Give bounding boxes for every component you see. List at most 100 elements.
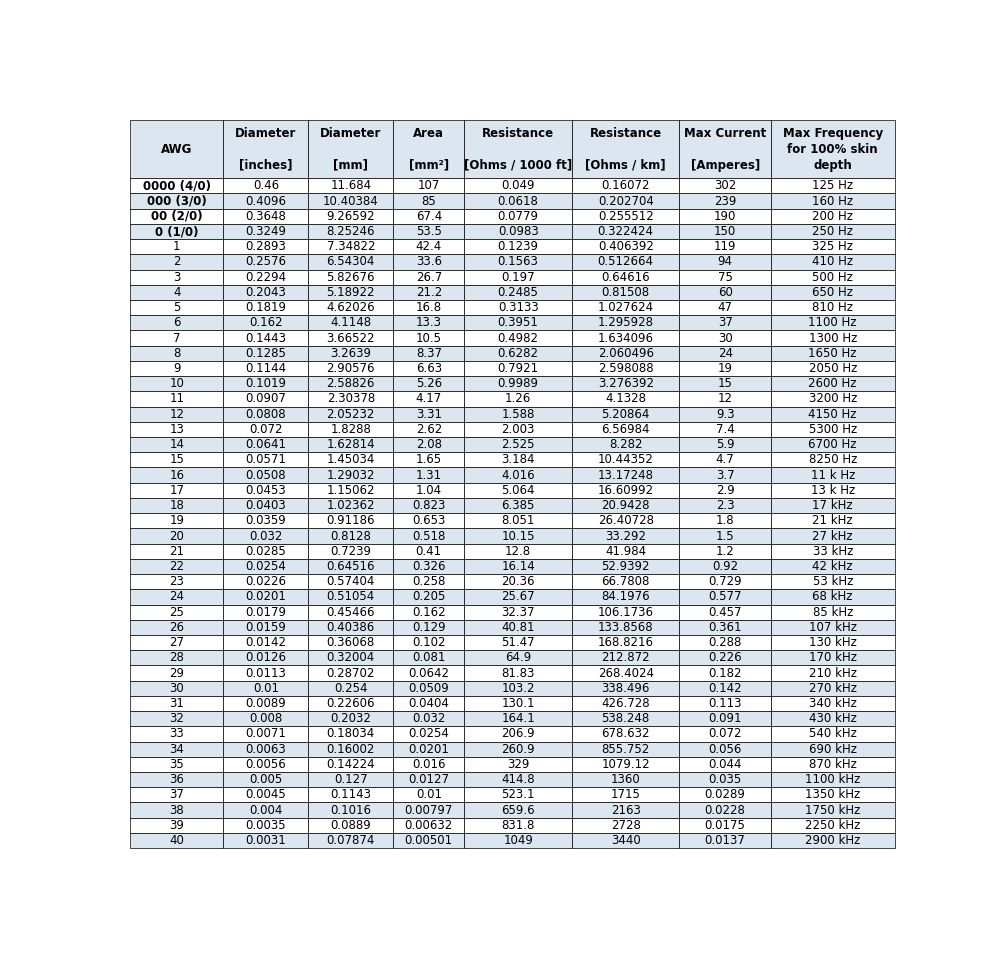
- Text: 0.0907: 0.0907: [245, 392, 286, 406]
- Bar: [679, 121, 771, 178]
- Bar: [308, 331, 393, 345]
- Bar: [679, 711, 771, 726]
- Text: 0.16002: 0.16002: [327, 742, 375, 756]
- Bar: [464, 589, 572, 604]
- Bar: [679, 391, 771, 407]
- Text: 35: 35: [170, 758, 184, 771]
- Bar: [572, 726, 679, 741]
- Text: 85: 85: [421, 195, 436, 207]
- Bar: [308, 741, 393, 757]
- Bar: [572, 559, 679, 574]
- Text: 210 kHz: 210 kHz: [809, 667, 857, 680]
- Text: 0.0508: 0.0508: [246, 469, 286, 481]
- Text: 10.44352: 10.44352: [598, 454, 654, 466]
- Bar: [308, 178, 393, 194]
- Text: 2.525: 2.525: [501, 438, 535, 451]
- Text: 0.0063: 0.0063: [245, 742, 286, 756]
- Bar: [130, 345, 223, 361]
- Bar: [572, 269, 679, 285]
- Bar: [464, 833, 572, 848]
- Text: 4150 Hz: 4150 Hz: [808, 408, 857, 421]
- Text: 11: 11: [169, 392, 184, 406]
- Bar: [130, 453, 223, 467]
- Bar: [393, 300, 464, 316]
- Text: 5.064: 5.064: [501, 484, 535, 497]
- Text: Resistance

[Ohms / 1000 ft]: Resistance [Ohms / 1000 ft]: [464, 127, 572, 172]
- Bar: [393, 604, 464, 620]
- Bar: [464, 620, 572, 635]
- Bar: [393, 422, 464, 437]
- Text: 16.8: 16.8: [416, 301, 442, 315]
- Text: 0.00797: 0.00797: [405, 804, 453, 816]
- Text: 21: 21: [169, 545, 184, 558]
- Text: 1.15062: 1.15062: [327, 484, 375, 497]
- Bar: [308, 300, 393, 316]
- Bar: [771, 513, 895, 528]
- Text: 426.728: 426.728: [601, 697, 650, 710]
- Bar: [572, 574, 679, 589]
- Text: 0.00501: 0.00501: [405, 834, 453, 847]
- Bar: [223, 239, 308, 254]
- Bar: [771, 254, 895, 269]
- Text: 26.7: 26.7: [416, 270, 442, 284]
- Text: 855.752: 855.752: [602, 742, 650, 756]
- Text: 1350 kHz: 1350 kHz: [805, 788, 860, 802]
- Bar: [308, 437, 393, 453]
- Bar: [223, 482, 308, 498]
- Text: 33: 33: [170, 728, 184, 740]
- Text: 0.6282: 0.6282: [498, 347, 539, 360]
- Text: 268.4024: 268.4024: [598, 667, 654, 680]
- Bar: [572, 818, 679, 833]
- Text: 0.0045: 0.0045: [245, 788, 286, 802]
- Bar: [771, 650, 895, 666]
- Bar: [771, 574, 895, 589]
- Text: 2.62: 2.62: [416, 423, 442, 436]
- Text: 0.57404: 0.57404: [327, 575, 375, 588]
- Bar: [464, 453, 572, 467]
- Text: 2.060496: 2.060496: [598, 347, 654, 360]
- Bar: [223, 803, 308, 818]
- Bar: [572, 635, 679, 650]
- Text: 38: 38: [170, 804, 184, 816]
- Bar: [679, 345, 771, 361]
- Bar: [393, 772, 464, 787]
- Bar: [130, 467, 223, 482]
- Text: 1: 1: [173, 241, 181, 253]
- Bar: [393, 209, 464, 223]
- Bar: [771, 666, 895, 681]
- Bar: [223, 757, 308, 772]
- Text: 1.5: 1.5: [716, 529, 734, 543]
- Text: 8.37: 8.37: [416, 347, 442, 360]
- Bar: [679, 239, 771, 254]
- Text: 8250 Hz: 8250 Hz: [809, 454, 857, 466]
- Text: 0.0808: 0.0808: [246, 408, 286, 421]
- Bar: [223, 422, 308, 437]
- Bar: [464, 376, 572, 391]
- Bar: [464, 741, 572, 757]
- Bar: [572, 772, 679, 787]
- Bar: [679, 650, 771, 666]
- Text: 24: 24: [169, 591, 184, 603]
- Bar: [130, 833, 223, 848]
- Text: 810 Hz: 810 Hz: [812, 301, 853, 315]
- Text: 2.90576: 2.90576: [327, 363, 375, 375]
- Bar: [308, 803, 393, 818]
- Text: 20.36: 20.36: [501, 575, 535, 588]
- Text: 0.2893: 0.2893: [245, 241, 286, 253]
- Bar: [464, 666, 572, 681]
- Bar: [771, 772, 895, 787]
- Text: 10: 10: [169, 377, 184, 390]
- Text: 26: 26: [169, 620, 184, 634]
- Bar: [572, 498, 679, 513]
- Bar: [464, 482, 572, 498]
- Text: 3.66522: 3.66522: [327, 332, 375, 344]
- Bar: [223, 194, 308, 209]
- Bar: [679, 559, 771, 574]
- Bar: [308, 194, 393, 209]
- Text: 659.6: 659.6: [501, 804, 535, 816]
- Text: 0.0056: 0.0056: [245, 758, 286, 771]
- Text: 338.496: 338.496: [602, 682, 650, 694]
- Text: 4.1328: 4.1328: [605, 392, 646, 406]
- Text: Diameter

[inches]: Diameter [inches]: [235, 127, 297, 172]
- Text: 0.205: 0.205: [412, 591, 445, 603]
